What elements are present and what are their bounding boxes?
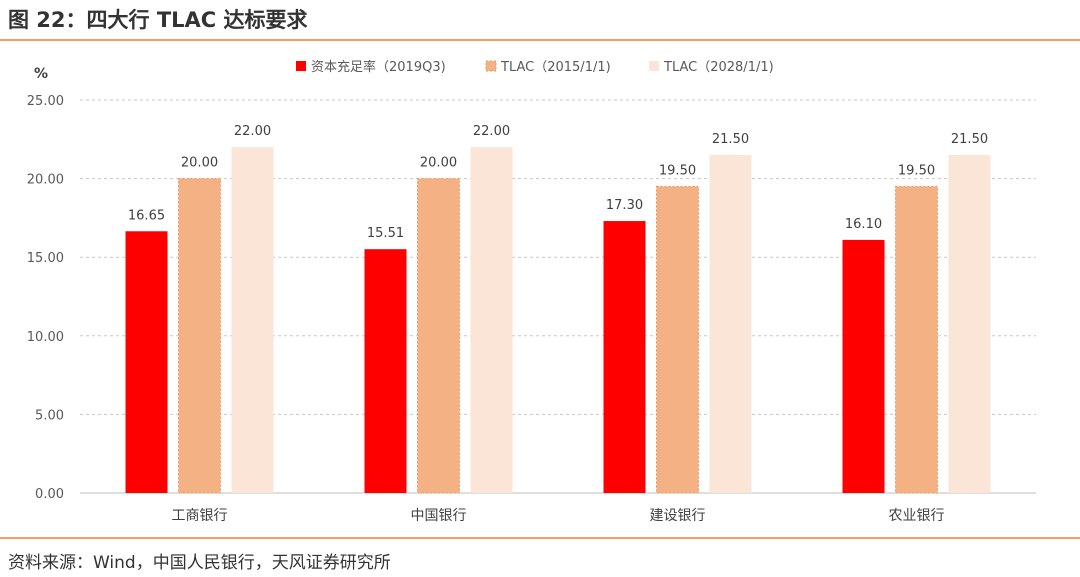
legend-swatch bbox=[485, 60, 497, 72]
x-category-label: 农业银行 bbox=[889, 508, 945, 524]
bar bbox=[709, 155, 752, 493]
y-tick-label: 5.00 bbox=[35, 408, 64, 423]
legend-swatch bbox=[296, 61, 306, 71]
bar bbox=[364, 249, 407, 493]
y-tick-label: 25.00 bbox=[27, 94, 64, 109]
legend-label: TLAC（2028/1/1) bbox=[663, 60, 774, 75]
y-tick-label: 10.00 bbox=[27, 330, 64, 345]
data-label: 16.10 bbox=[845, 217, 882, 232]
y-tick-label: 20.00 bbox=[27, 173, 64, 188]
bar bbox=[603, 221, 646, 493]
bar bbox=[125, 231, 168, 493]
data-label: 19.50 bbox=[659, 163, 696, 178]
bar bbox=[948, 155, 991, 493]
data-label: 16.65 bbox=[128, 208, 165, 223]
legend-swatch bbox=[649, 61, 659, 71]
bar bbox=[470, 147, 513, 493]
x-category-label: 工商银行 bbox=[172, 508, 228, 524]
legend-label: 资本充足率（2019Q3) bbox=[311, 59, 446, 75]
source-note: 资料来源：Wind，中国人民银行，天风证券研究所 bbox=[8, 553, 391, 573]
header-divider bbox=[0, 39, 1080, 41]
data-label: 19.50 bbox=[898, 163, 935, 178]
y-axis-ticks: 0.00 5.00 10.00 15.00 20.00 25.00 bbox=[27, 94, 64, 502]
gridlines bbox=[80, 99, 1036, 494]
bar bbox=[231, 147, 274, 493]
data-labels: 16.65 20.00 22.00 15.51 20.00 22.00 17.30 19.50… bbox=[128, 124, 988, 241]
data-label: 21.50 bbox=[951, 132, 988, 147]
data-label: 20.00 bbox=[420, 156, 457, 171]
x-category-label: 建设银行 bbox=[650, 508, 706, 524]
bar bbox=[178, 178, 221, 494]
y-axis-unit: % bbox=[34, 66, 48, 82]
legend: 资本充足率（2019Q3) TLAC（2015/1/1) TLAC（2028/1/1… bbox=[296, 59, 774, 75]
bar bbox=[842, 239, 885, 493]
bars bbox=[125, 147, 991, 494]
x-axis-categories: 工商银行 中国银行 建设银行 农业银行 bbox=[172, 508, 945, 524]
footer-divider bbox=[0, 537, 1080, 539]
bar-chart: % 0.00 5.00 10.00 15.00 20.00 25.00 16.65 20.0… bbox=[27, 59, 1036, 524]
data-label: 15.51 bbox=[367, 226, 404, 241]
data-label: 22.00 bbox=[234, 124, 271, 139]
x-category-label: 中国银行 bbox=[411, 508, 467, 524]
bar bbox=[417, 178, 460, 494]
data-label: 21.50 bbox=[712, 132, 749, 147]
y-tick-label: 0.00 bbox=[35, 487, 64, 502]
data-label: 17.30 bbox=[606, 198, 643, 213]
bar bbox=[656, 185, 699, 494]
chart-title: 图 22：四大行 TLAC 达标要求 bbox=[8, 8, 308, 32]
data-label: 22.00 bbox=[473, 124, 510, 139]
y-tick-label: 15.00 bbox=[27, 251, 64, 266]
bar bbox=[895, 185, 938, 494]
legend-label: TLAC（2015/1/1) bbox=[500, 60, 611, 75]
data-label: 20.00 bbox=[181, 156, 218, 171]
